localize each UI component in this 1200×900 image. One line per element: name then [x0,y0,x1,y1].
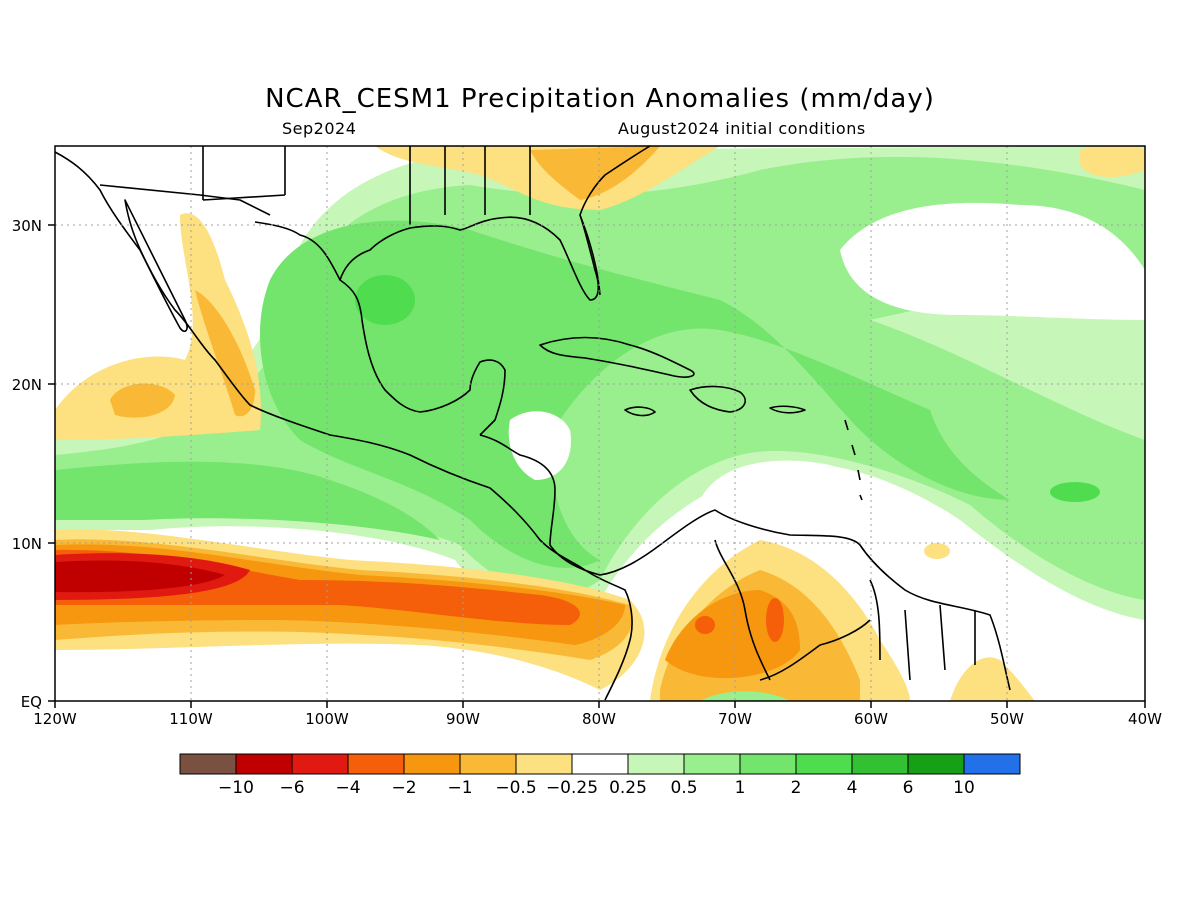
x-tick-label: 70W [718,710,752,728]
colorbar-swatch [179,753,237,775]
dry-region-baja [55,213,261,440]
x-tick-label: 110W [169,710,213,728]
y-tick-label: 10N [12,535,42,553]
y-tick-label: 30N [12,217,42,235]
coast-florida [579,214,601,296]
wet-region-strong-2 [55,461,440,540]
colorbar-label: −6 [279,778,304,798]
dry-region-atlantic-ne [1080,146,1145,177]
wet-region-amazon [700,691,790,701]
x-tick-label: 120W [33,710,77,728]
colorbar-swatch [683,753,741,775]
forecast-month: Sep2024 [282,119,357,138]
anomaly-field [55,146,1145,701]
colorbar-swatch [459,753,517,775]
colorbar-label: 10 [953,778,975,798]
graticule [55,146,1145,701]
colorbar-label: 4 [847,778,858,798]
colorbar-swatch [907,753,965,775]
dry-spot-atlantic [924,543,950,559]
border-guianas [869,579,976,681]
colorbar-swatch [347,753,405,775]
neutral-region-atlantic [840,202,1145,320]
coast-central-america-caribbean [479,434,661,576]
x-tick-label: 90W [446,710,480,728]
colorbar-label: −0.25 [546,778,598,798]
x-tick-label: 100W [305,710,349,728]
x-tick-label: 50W [990,710,1024,728]
neutral-region-honduras [508,411,571,480]
dry-region-south-america-strong [665,590,800,679]
x-axis-labels: 120W 110W 100W 90W 80W 70W 60W 50W 40W [33,710,1162,728]
tick-marks [48,224,1146,708]
coast-baja [124,199,188,332]
dry-core-colombia [695,616,715,634]
colorbar-swatch [963,753,1021,775]
colorbar-swatch [739,753,797,775]
dry-core-venezuela [766,598,784,642]
y-tick-label: EQ [21,693,42,711]
colorbar-swatch [627,753,685,775]
island-puerto-rico [769,405,806,414]
x-tick-label: 40W [1128,710,1162,728]
x-tick-label: 60W [854,710,888,728]
border-us-mexico [99,184,271,216]
colorbar-label: −10 [218,778,254,798]
dry-region-mexico-coast [195,290,255,417]
y-tick-label: 20N [12,376,42,394]
lesser-antilles [844,419,863,501]
dry-region-guianas [950,657,1035,701]
wet-region-strong [260,220,1010,568]
border-venezuela-colombia [714,539,871,681]
colorbar-label: 6 [903,778,914,798]
dry-band-record [55,560,225,593]
colorbar-label: 2 [791,778,802,798]
colorbar-swatch [235,753,293,775]
island-jamaica [624,406,656,417]
coast-south-america [659,509,1011,691]
map-frame [54,145,1146,702]
colorbar-label: 1 [735,778,746,798]
border-states [202,146,531,225]
y-axis-labels: EQ 10N 20N 30N [12,217,42,711]
colorbar-swatch [291,753,349,775]
colorbar-swatch [515,753,573,775]
island-hispaniola [689,385,746,413]
colorbar-label: −2 [391,778,416,798]
dry-region-baja-mid [110,383,175,418]
island-cuba [539,336,695,378]
colorbar-label: 0.25 [609,778,647,798]
colorbar-label: −1 [447,778,472,798]
colorbar-swatch [403,753,461,775]
colorbar-label: 0.5 [670,778,697,798]
coastlines [54,145,1011,701]
initial-conditions-label: August2024 initial conditions [618,119,866,138]
colorbar-swatch [795,753,853,775]
wet-core-east [1050,482,1100,502]
map-title: NCAR_CESM1 Precipitation Anomalies (mm/d… [265,84,935,114]
wet-core-gulf [355,275,415,325]
colorbar-label: −4 [335,778,360,798]
colorbar-swatch [571,753,629,775]
colorbar-label: −0.5 [495,778,536,798]
colorbar: −10 −6 −4 −2 −1 −0.5 −0.25 0.25 0.5 1 2 4 6 10 [179,753,1021,798]
x-tick-label: 80W [582,710,616,728]
coast-us-south [339,145,651,301]
colorbar-swatch [851,753,909,775]
coast-gulf [254,221,506,436]
